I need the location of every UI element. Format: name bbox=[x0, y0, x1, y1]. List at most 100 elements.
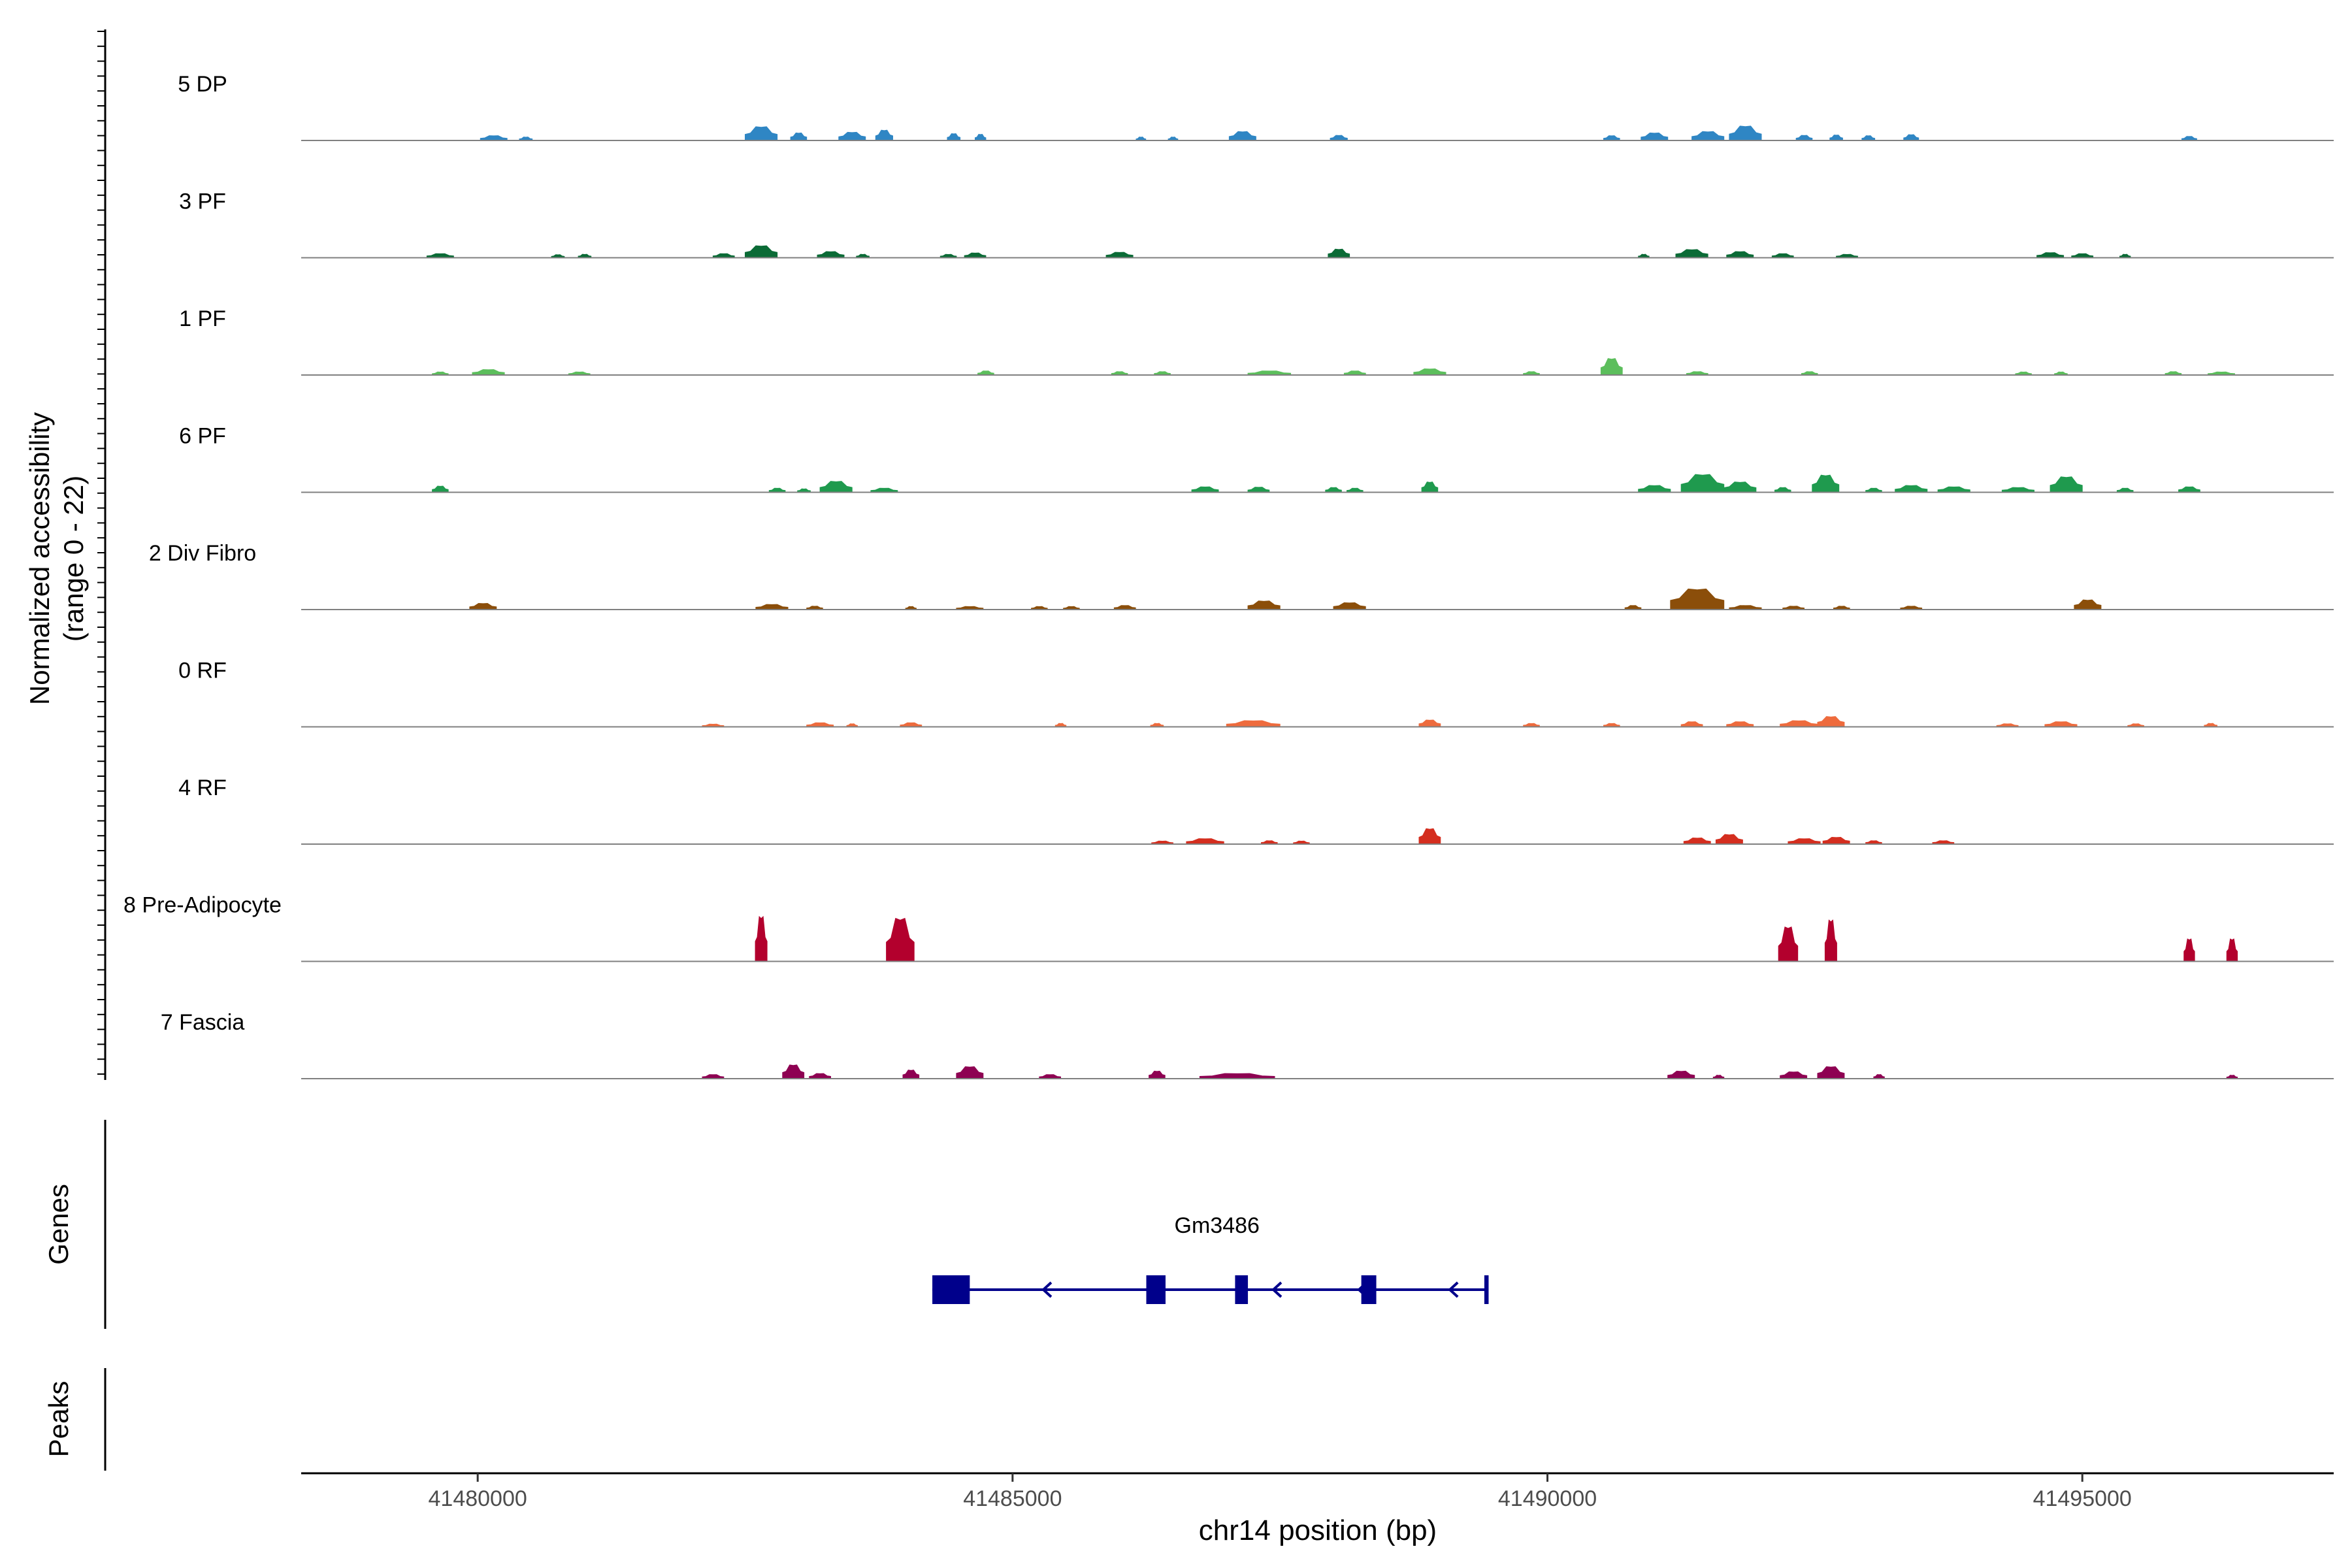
coverage-peak bbox=[2054, 371, 2068, 376]
coverage-peak bbox=[1150, 723, 1164, 727]
x-tick-label: 41490000 bbox=[1498, 1486, 1597, 1511]
coverage-peak bbox=[1333, 602, 1366, 610]
coverage-peak bbox=[1135, 137, 1147, 141]
coverage-peak bbox=[744, 126, 778, 141]
coverage-peak bbox=[1418, 828, 1441, 845]
coverage-peak bbox=[1641, 132, 1669, 141]
genes-axis-title: Genes bbox=[43, 1184, 74, 1265]
coverage-peak bbox=[875, 129, 894, 141]
coverage-peak bbox=[806, 606, 823, 610]
coverage-peak bbox=[1932, 840, 1955, 845]
coverage-peak bbox=[1788, 838, 1821, 845]
coverage-peak bbox=[2226, 938, 2238, 962]
coverage-peak bbox=[426, 253, 454, 258]
track-label: 6 PF bbox=[179, 424, 226, 449]
coverage-peak bbox=[2204, 723, 2218, 727]
coverage-peak bbox=[2044, 721, 2078, 727]
coverage-peak bbox=[1715, 834, 1743, 845]
coverage-peak bbox=[1670, 588, 1725, 610]
coverage-peak bbox=[1113, 605, 1136, 610]
coverage-peak bbox=[1675, 249, 1708, 258]
gene-exon bbox=[1146, 1275, 1166, 1304]
coverage-peak bbox=[1228, 131, 1256, 141]
gene-exon bbox=[1235, 1275, 1249, 1304]
coverage-peak bbox=[1638, 485, 1671, 493]
coverage-peak bbox=[1346, 487, 1364, 493]
coverage-peak bbox=[1226, 720, 1281, 727]
coverage-peak bbox=[1996, 723, 2019, 727]
coverage-peak bbox=[2127, 723, 2144, 727]
track-label: 1 PF bbox=[179, 306, 226, 331]
coverage-peak bbox=[2226, 1075, 2238, 1079]
coverage-peak bbox=[886, 917, 915, 962]
coverage-peak bbox=[1895, 485, 1928, 493]
coverage-peak bbox=[1865, 487, 1882, 493]
coverage-peak bbox=[1778, 926, 1799, 962]
coverage-peak bbox=[1413, 368, 1446, 376]
coverage-peak bbox=[1054, 723, 1067, 727]
coverage-peak bbox=[956, 606, 984, 610]
coverage-peak bbox=[1031, 606, 1048, 610]
coverage-peak bbox=[1105, 252, 1134, 258]
coverage-peak bbox=[1780, 1071, 1808, 1079]
coverage-peak bbox=[1624, 605, 1642, 610]
track-3-pf: 3 PF bbox=[179, 189, 2334, 259]
coverage-peak bbox=[1325, 487, 1342, 493]
coverage-peak bbox=[1865, 840, 1882, 845]
strand-arrow-icon bbox=[1357, 1281, 1368, 1298]
gene-track: Gm3486 bbox=[932, 1213, 1489, 1304]
coverage-peak bbox=[2050, 476, 2083, 493]
coverage-peak bbox=[806, 722, 834, 727]
coverage-peak bbox=[870, 487, 898, 493]
coverage-peak bbox=[1421, 482, 1439, 493]
y-axis-title: Normalized accessibility (range 0 - 22) bbox=[24, 412, 89, 705]
coverage-peak bbox=[1154, 371, 1171, 376]
x-tick-label: 41480000 bbox=[429, 1486, 527, 1511]
coverage-peak bbox=[1039, 1074, 1062, 1079]
coverage-peak bbox=[1603, 723, 1620, 727]
y-axis-title-line-2: (range 0 - 22) bbox=[58, 476, 89, 642]
coverage-peak bbox=[568, 371, 591, 376]
coverage-peak bbox=[1723, 482, 1757, 493]
coverage-peak bbox=[2071, 253, 2094, 258]
coverage-peak bbox=[790, 132, 808, 141]
track-4-rf: 4 RF bbox=[178, 776, 2334, 845]
coverage-peak bbox=[1937, 486, 1970, 493]
coverage-peak bbox=[977, 370, 994, 376]
coverage-peak bbox=[1833, 606, 1850, 610]
track-label: 7 Fascia bbox=[161, 1010, 245, 1035]
track-label: 0 RF bbox=[178, 659, 227, 683]
coverage-peak bbox=[2015, 371, 2032, 376]
coverage-peak bbox=[838, 131, 866, 141]
coverage-peak bbox=[846, 723, 858, 727]
coverage-peak bbox=[1824, 919, 1837, 962]
coverage-peak bbox=[1293, 840, 1310, 845]
strand-arrow-icon bbox=[1271, 1281, 1282, 1298]
coverage-peak bbox=[809, 1073, 831, 1079]
coverage-peak bbox=[744, 245, 778, 258]
coverage-peak bbox=[856, 253, 870, 258]
track-7-fascia: 7 Fascia bbox=[161, 1010, 2334, 1079]
gene-exon bbox=[932, 1275, 970, 1304]
coverage-peak bbox=[768, 487, 786, 493]
coverage-peak bbox=[1247, 487, 1270, 493]
x-tick-label: 41495000 bbox=[2033, 1486, 2132, 1511]
coverage-peak bbox=[964, 252, 987, 258]
coverage-peak bbox=[1829, 135, 1843, 141]
coverage-peak bbox=[1330, 135, 1348, 141]
gene-name: Gm3486 bbox=[1175, 1213, 1260, 1238]
track-label: 8 Pre-Adipocyte bbox=[123, 893, 282, 918]
track-label: 4 RF bbox=[178, 776, 227, 800]
coverage-peak bbox=[1247, 600, 1281, 610]
coverage-peak bbox=[1771, 253, 1794, 258]
coverage-peak bbox=[947, 133, 961, 141]
coverage-peak bbox=[1903, 134, 1919, 141]
coverage-peak bbox=[1861, 135, 1876, 141]
coverage-peak bbox=[755, 915, 768, 962]
coverage-peak bbox=[1260, 840, 1278, 845]
gene-exon bbox=[1361, 1275, 1377, 1304]
coverage-peak bbox=[1873, 1074, 1885, 1079]
coverage-peak bbox=[1418, 719, 1441, 727]
coverage-peak bbox=[1729, 605, 1762, 610]
